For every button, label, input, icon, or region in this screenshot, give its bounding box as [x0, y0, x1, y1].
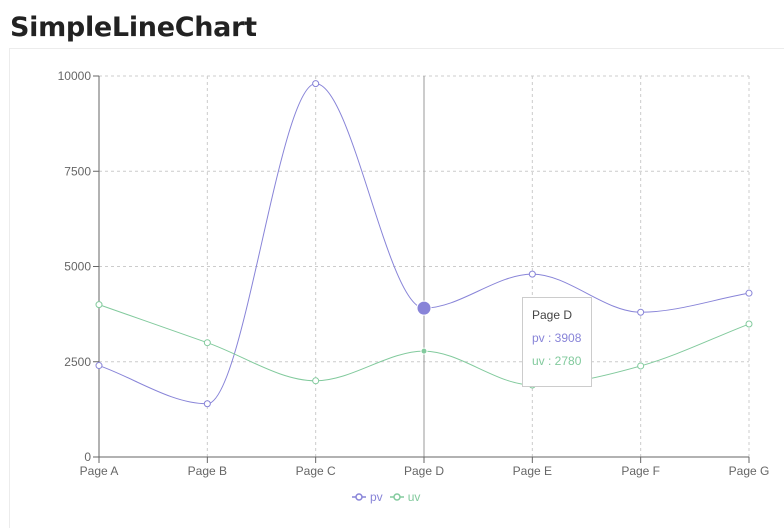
- active-point-pv[interactable]: [416, 300, 432, 316]
- tooltip-row-pv: pv : 3908: [532, 331, 582, 345]
- point-pv[interactable]: [637, 308, 645, 316]
- x-tick-label: Page F: [621, 464, 660, 478]
- x-tick-label: Page A: [80, 464, 119, 478]
- grid: [98, 75, 750, 458]
- x-tick-label: Page E: [513, 464, 552, 478]
- legend-item-pv[interactable]: pv: [352, 490, 383, 504]
- legend-label-uv: uv: [407, 490, 421, 504]
- y-tick-label: 0: [84, 450, 91, 464]
- tooltip-label: Page D: [532, 308, 573, 322]
- legend: pv uv: [352, 490, 427, 504]
- tooltip: Page D pv : 3908 uv : 2780: [522, 297, 592, 387]
- y-tick-label: 5000: [64, 260, 91, 274]
- y-tick-label: 7500: [64, 164, 91, 178]
- axes: 0 2500 5000 7500 10000 Page A Page B Page C Page…: [58, 69, 770, 478]
- point-uv[interactable]: [95, 301, 103, 309]
- x-tick-label: Page D: [404, 464, 444, 478]
- active-layer: [416, 300, 432, 355]
- point-pv[interactable]: [203, 400, 211, 408]
- point-pv[interactable]: [312, 80, 320, 88]
- point-uv[interactable]: [203, 339, 211, 347]
- point-uv[interactable]: [312, 377, 320, 385]
- tooltip-row-uv: uv : 2780: [532, 354, 582, 368]
- y-tick-label: 2500: [64, 355, 91, 369]
- point-uv[interactable]: [637, 362, 645, 370]
- point-pv[interactable]: [95, 362, 103, 370]
- legend-item-uv[interactable]: uv: [389, 490, 421, 504]
- y-tick-label: 10000: [58, 69, 92, 83]
- legend-uv-icon: [389, 493, 404, 501]
- point-pv[interactable]: [528, 270, 536, 278]
- x-tick-label: Page C: [296, 464, 336, 478]
- point-uv[interactable]: [745, 320, 753, 328]
- legend-pv-icon: [352, 493, 366, 501]
- x-tick-label: Page B: [188, 464, 227, 478]
- x-tick-label: Page G: [729, 464, 770, 478]
- line-chart[interactable]: 0 2500 5000 7500 10000 Page A Page B Page C Page…: [0, 0, 784, 517]
- series-line-pv[interactable]: [98, 83, 750, 405]
- chart-panel: [9, 48, 784, 528]
- point-pv[interactable]: [745, 289, 753, 297]
- chart-title: SimpleLineChart: [10, 12, 257, 43]
- active-point-uv[interactable]: [420, 347, 428, 355]
- legend-label-pv: pv: [370, 490, 383, 504]
